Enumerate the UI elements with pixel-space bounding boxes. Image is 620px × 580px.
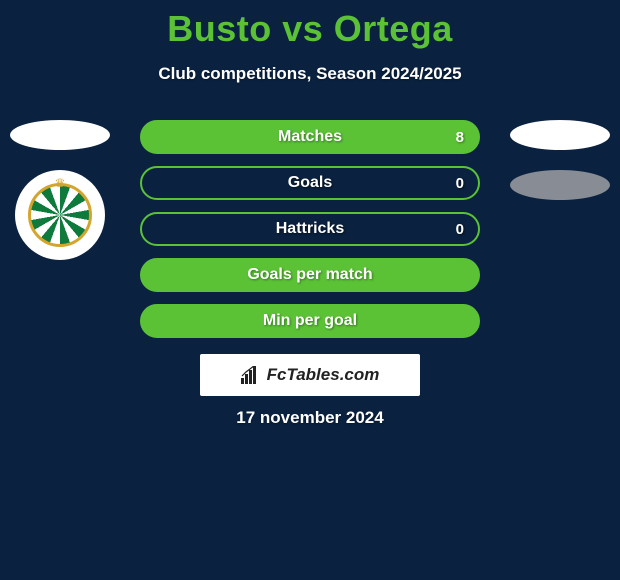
club-badge-left-inner: ♛ [28, 183, 92, 247]
stat-label: Min per goal [263, 312, 357, 330]
stat-row-hattricks: Hattricks 0 [140, 212, 480, 246]
club-badge-left: ♛ [15, 170, 105, 260]
right-player-column [510, 120, 610, 220]
page-title: Busto vs Ortega [0, 0, 620, 50]
stats-container: Matches 8 Goals 0 Hattricks 0 Goals per … [140, 120, 480, 350]
subtitle: Club competitions, Season 2024/2025 [0, 64, 620, 84]
stat-right-value: 0 [456, 221, 464, 238]
left-player-column: ♛ [10, 120, 110, 260]
stat-right-value: 0 [456, 175, 464, 192]
bar-chart-icon [241, 366, 261, 384]
stat-row-min-per-goal: Min per goal [140, 304, 480, 338]
stat-row-goals: Goals 0 [140, 166, 480, 200]
date-text: 17 november 2024 [0, 408, 620, 428]
stat-right-value: 8 [456, 129, 464, 146]
brand-text: FcTables.com [267, 365, 380, 385]
stat-label: Goals per match [247, 266, 372, 284]
club-badge-right-placeholder [510, 170, 610, 200]
stat-label: Goals [288, 174, 332, 192]
player-left-placeholder [10, 120, 110, 150]
crown-icon: ♛ [55, 176, 66, 190]
player-right-placeholder [510, 120, 610, 150]
stat-label: Hattricks [276, 220, 344, 238]
stat-row-matches: Matches 8 [140, 120, 480, 154]
stat-row-goals-per-match: Goals per match [140, 258, 480, 292]
stat-label: Matches [278, 128, 342, 146]
brand-badge[interactable]: FcTables.com [200, 354, 420, 396]
